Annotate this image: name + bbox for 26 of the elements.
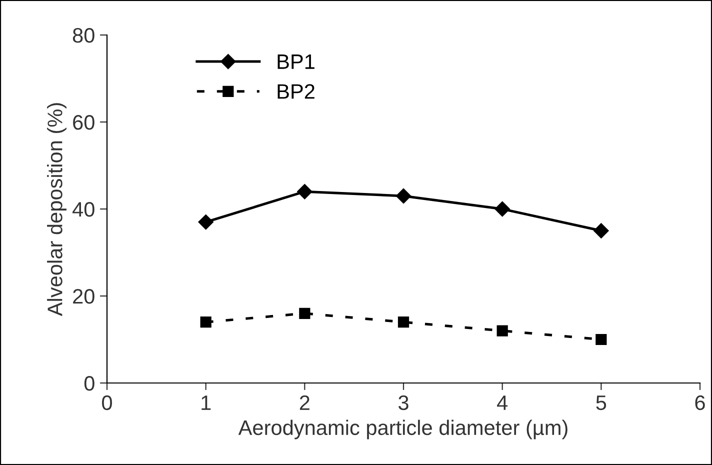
y-tick-label: 40 bbox=[72, 202, 94, 217]
y-axis-title: Alveolar deposition (%) bbox=[47, 103, 66, 316]
x-tick-label: 5 bbox=[596, 396, 606, 410]
point bbox=[198, 214, 214, 230]
legend-label: BP1 bbox=[278, 54, 314, 69]
point bbox=[200, 316, 212, 328]
point bbox=[594, 223, 609, 238]
point bbox=[494, 201, 510, 217]
point bbox=[299, 308, 310, 319]
x-tick-label: 2 bbox=[300, 395, 310, 410]
point bbox=[398, 316, 410, 328]
point bbox=[396, 188, 412, 204]
point bbox=[496, 325, 508, 336]
point bbox=[297, 184, 312, 200]
x-tick-label: 4 bbox=[497, 396, 508, 410]
y-tick-label: 0 bbox=[84, 376, 94, 391]
x-tick-label: 3 bbox=[398, 395, 408, 410]
x-tick-label: 1 bbox=[202, 396, 211, 410]
legend-label: BP2 bbox=[278, 84, 314, 99]
x-axis-title: Aerodynamic particle diameter (µm) bbox=[238, 420, 568, 440]
x-tick-label: 0 bbox=[102, 395, 112, 410]
y-tick-label: 20 bbox=[73, 289, 94, 304]
point bbox=[596, 334, 607, 346]
x-tick-label: 6 bbox=[695, 395, 705, 410]
y-tick-label: 60 bbox=[73, 115, 94, 130]
y-tick-label: 80 bbox=[72, 28, 94, 43]
